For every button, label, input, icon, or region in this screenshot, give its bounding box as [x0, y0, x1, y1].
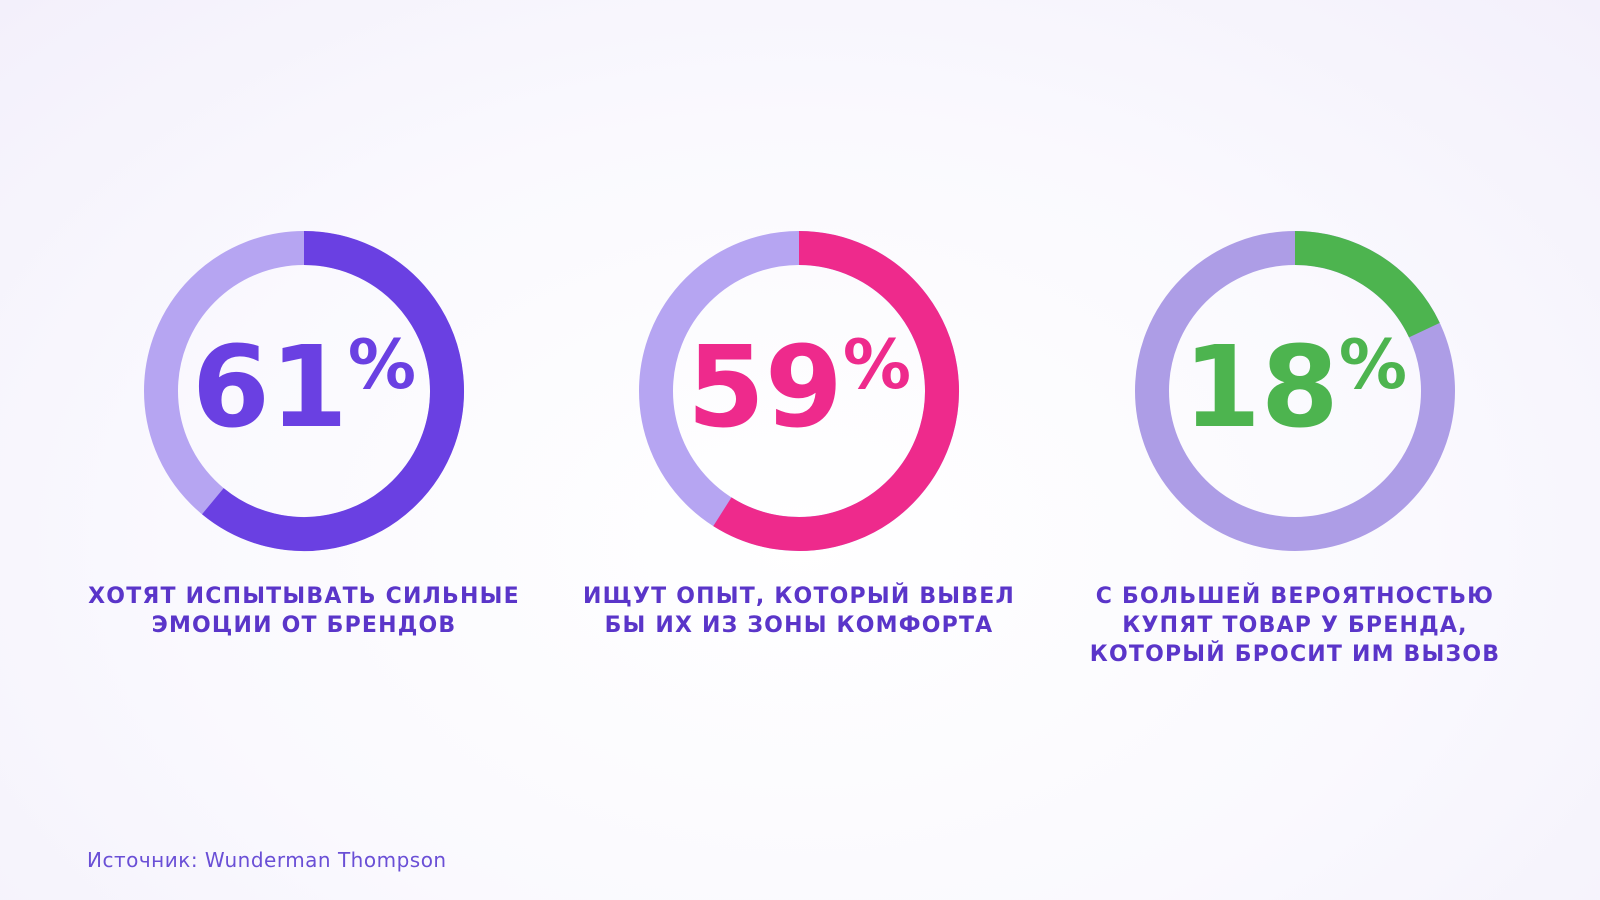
donut-segment [713, 231, 959, 551]
caption: КОТОРЫЙ БРОСИТ ИМ ВЫЗОВ [1090, 641, 1500, 667]
caption: БЫ ИХ ИЗ ЗОНЫ КОМФОРТА [605, 613, 994, 638]
caption: ЭМОЦИИ ОТ БРЕНДОВ [152, 613, 457, 638]
caption: КУПЯТ ТОВАР У БРЕНДА, [1122, 613, 1467, 638]
caption: С БОЛЬШЕЙ ВЕРОЯТНОСТЬЮ [1096, 583, 1494, 609]
caption: ИЩУТ ОПЫТ, КОТОРЫЙ ВЫВЕЛ [583, 583, 1015, 609]
caption: ХОТЯТ ИСПЫТЫВАТЬ СИЛЬНЫЕ [88, 584, 520, 609]
value-label: 18% [1183, 323, 1407, 453]
donut-segment [202, 231, 464, 551]
source: Источник: Wunderman Thompson [87, 848, 447, 872]
donut-segment [1294, 231, 1440, 338]
value-label: 61% [192, 323, 416, 453]
value-label: 59% [687, 323, 911, 453]
